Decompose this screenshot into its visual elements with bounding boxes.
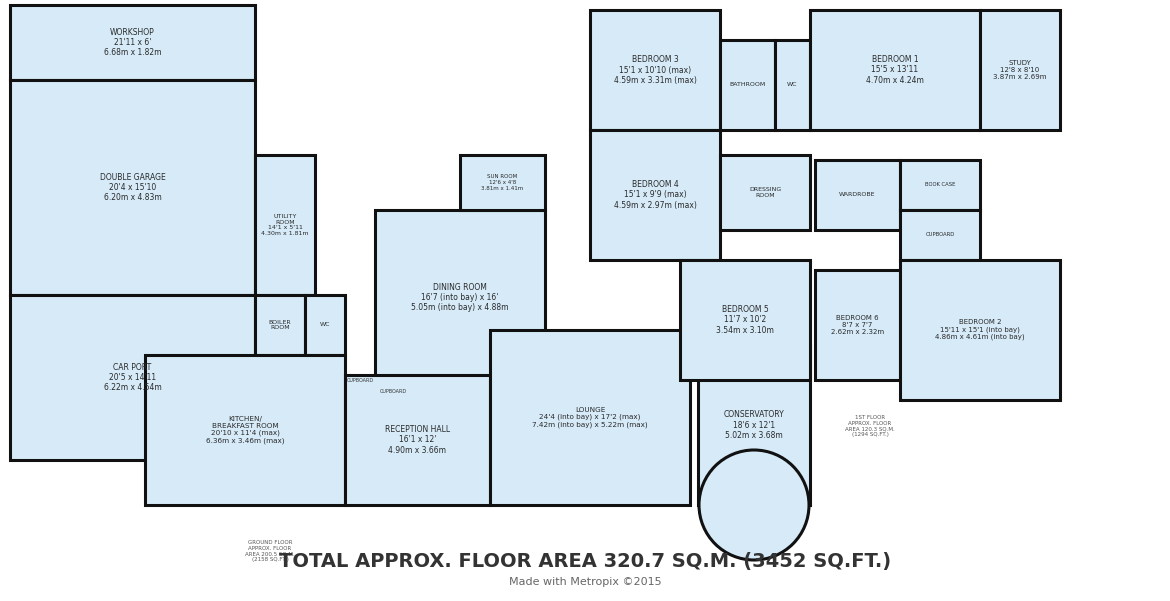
Text: BEDROOM 5
11'7 x 10'2
3.54m x 3.10m: BEDROOM 5 11'7 x 10'2 3.54m x 3.10m — [716, 305, 773, 335]
Bar — [255, 155, 315, 295]
Text: WC: WC — [787, 82, 798, 88]
Text: GROUND FLOOR
APPROX. FLOOR
AREA 200.5 SQ.M.
(2158 SQ.FT.): GROUND FLOOR APPROX. FLOOR AREA 200.5 SQ… — [246, 540, 295, 563]
Bar — [590, 130, 720, 260]
Text: 1ST FLOOR
APPROX. FLOOR
AREA 120.3 SQ.M.
(1294 SQ.FT.): 1ST FLOOR APPROX. FLOOR AREA 120.3 SQ.M.… — [845, 415, 895, 438]
Bar — [900, 160, 980, 210]
Bar — [11, 80, 255, 295]
Text: KITCHEN/
BREAKFAST ROOM
20'10 x 11'4 (max)
6.36m x 3.46m (max): KITCHEN/ BREAKFAST ROOM 20'10 x 11'4 (ma… — [206, 416, 284, 444]
Bar — [460, 155, 545, 210]
Text: SUN ROOM
12'6 x 4'8
3.81m x 1.41m: SUN ROOM 12'6 x 4'8 3.81m x 1.41m — [481, 174, 524, 191]
Text: TOTAL APPROX. FLOOR AREA 320.7 SQ.M. (3452 SQ.FT.): TOTAL APPROX. FLOOR AREA 320.7 SQ.M. (34… — [278, 552, 892, 572]
Text: BEDROOM 4
15'1 x 9'9 (max)
4.59m x 2.97m (max): BEDROOM 4 15'1 x 9'9 (max) 4.59m x 2.97m… — [613, 180, 696, 210]
Bar — [980, 10, 1060, 130]
Text: BEDROOM 2
15'11 x 15'1 (into bay)
4.86m x 4.61m (into bay): BEDROOM 2 15'11 x 15'1 (into bay) 4.86m … — [935, 320, 1025, 341]
Text: LOUNGE
24'4 (into bay) x 17'2 (max)
7.42m (into bay) x 5.22m (max): LOUNGE 24'4 (into bay) x 17'2 (max) 7.42… — [532, 407, 648, 428]
Text: DRESSING
ROOM: DRESSING ROOM — [749, 187, 782, 198]
Text: BEDROOM 3
15'1 x 10'10 (max)
4.59m x 3.31m (max): BEDROOM 3 15'1 x 10'10 (max) 4.59m x 3.3… — [613, 55, 696, 85]
Bar — [376, 210, 545, 385]
Bar — [11, 5, 255, 80]
Text: BOILER
ROOM: BOILER ROOM — [269, 320, 291, 331]
Bar — [810, 10, 980, 130]
Bar — [345, 375, 490, 505]
Text: UTILITY
ROOM
14'1 x 5'11
4.30m x 1.81m: UTILITY ROOM 14'1 x 5'11 4.30m x 1.81m — [261, 214, 309, 236]
Bar — [900, 210, 980, 260]
Bar — [255, 295, 305, 355]
Text: BEDROOM 6
8'7 x 7'7
2.62m x 2.32m: BEDROOM 6 8'7 x 7'7 2.62m x 2.32m — [831, 315, 885, 335]
Text: WORKSHOP
21'11 x 6'
6.68m x 1.82m: WORKSHOP 21'11 x 6' 6.68m x 1.82m — [104, 28, 161, 58]
Text: CONSERVATORY
18'6 x 12'1
5.02m x 3.68m: CONSERVATORY 18'6 x 12'1 5.02m x 3.68m — [723, 410, 784, 440]
Bar — [590, 10, 720, 130]
Text: BOOK CASE: BOOK CASE — [924, 183, 955, 188]
Bar — [900, 260, 1060, 400]
Bar — [490, 330, 690, 505]
Text: CUPBOARD: CUPBOARD — [925, 233, 955, 237]
Bar — [775, 40, 810, 130]
Bar — [11, 295, 255, 460]
Text: DINING ROOM
16'7 (into bay) x 16'
5.05m (into bay) x 4.88m: DINING ROOM 16'7 (into bay) x 16' 5.05m … — [411, 282, 509, 313]
Bar — [720, 40, 775, 130]
Text: Made with Metropix ©2015: Made with Metropix ©2015 — [509, 577, 661, 587]
Text: STUDY
12'8 x 8'10
3.87m x 2.69m: STUDY 12'8 x 8'10 3.87m x 2.69m — [993, 60, 1047, 80]
Bar — [815, 160, 900, 230]
Bar — [680, 260, 810, 380]
Text: DOUBLE GARAGE
20'4 x 15'10
6.20m x 4.83m: DOUBLE GARAGE 20'4 x 15'10 6.20m x 4.83m — [99, 172, 165, 203]
Text: BATHROOM: BATHROOM — [729, 82, 765, 88]
Text: CUPBOARD: CUPBOARD — [347, 378, 374, 383]
Text: CUPBOARD: CUPBOARD — [380, 389, 407, 394]
Text: RECEPTION HALL
16'1 x 12'
4.90m x 3.66m: RECEPTION HALL 16'1 x 12' 4.90m x 3.66m — [385, 425, 450, 455]
Circle shape — [698, 450, 808, 560]
Text: BEDROOM 1
15'5 x 13'11
4.70m x 4.24m: BEDROOM 1 15'5 x 13'11 4.70m x 4.24m — [866, 55, 924, 85]
Bar — [145, 355, 345, 505]
Text: WARDROBE: WARDROBE — [839, 192, 876, 198]
Bar — [720, 155, 810, 230]
Text: CAR PORT
20'5 x 14'11
6.22m x 4.54m: CAR PORT 20'5 x 14'11 6.22m x 4.54m — [104, 362, 161, 392]
Text: WC: WC — [319, 323, 330, 328]
Bar — [698, 345, 810, 505]
Bar — [815, 270, 900, 380]
Bar — [305, 295, 345, 355]
